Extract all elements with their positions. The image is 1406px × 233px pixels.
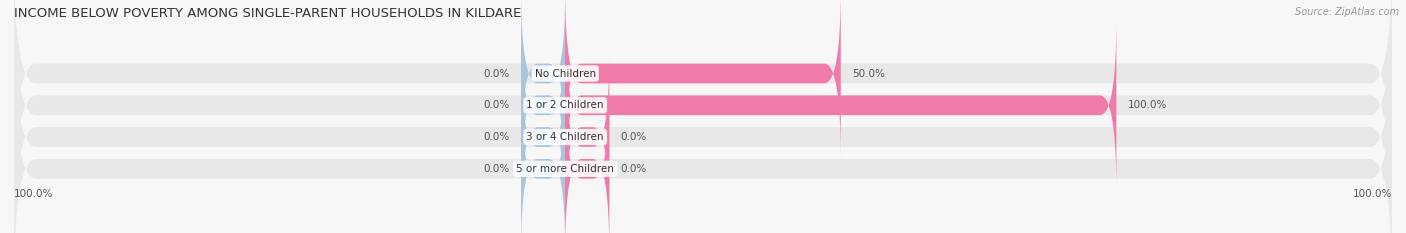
Text: 0.0%: 0.0% <box>484 132 510 142</box>
FancyBboxPatch shape <box>565 51 609 223</box>
FancyBboxPatch shape <box>14 0 1392 223</box>
FancyBboxPatch shape <box>522 83 565 233</box>
Text: INCOME BELOW POVERTY AMONG SINGLE-PARENT HOUSEHOLDS IN KILDARE: INCOME BELOW POVERTY AMONG SINGLE-PARENT… <box>14 7 522 20</box>
FancyBboxPatch shape <box>14 20 1392 233</box>
Text: 3 or 4 Children: 3 or 4 Children <box>526 132 605 142</box>
FancyBboxPatch shape <box>522 0 565 159</box>
Text: Source: ZipAtlas.com: Source: ZipAtlas.com <box>1295 7 1399 17</box>
FancyBboxPatch shape <box>522 51 565 223</box>
Text: No Children: No Children <box>534 69 596 79</box>
FancyBboxPatch shape <box>14 0 1392 191</box>
Text: 0.0%: 0.0% <box>620 132 647 142</box>
FancyBboxPatch shape <box>522 20 565 191</box>
Text: 100.0%: 100.0% <box>14 189 53 199</box>
Text: 5 or more Children: 5 or more Children <box>516 164 614 174</box>
Text: 1 or 2 Children: 1 or 2 Children <box>526 100 605 110</box>
FancyBboxPatch shape <box>565 20 1116 191</box>
Text: 100.0%: 100.0% <box>1128 100 1167 110</box>
FancyBboxPatch shape <box>14 51 1392 233</box>
FancyBboxPatch shape <box>565 83 609 233</box>
Text: 0.0%: 0.0% <box>484 100 510 110</box>
Text: 50.0%: 50.0% <box>852 69 884 79</box>
Text: 0.0%: 0.0% <box>484 164 510 174</box>
Text: 0.0%: 0.0% <box>620 164 647 174</box>
Text: 100.0%: 100.0% <box>1353 189 1392 199</box>
FancyBboxPatch shape <box>565 0 841 159</box>
Text: 0.0%: 0.0% <box>484 69 510 79</box>
